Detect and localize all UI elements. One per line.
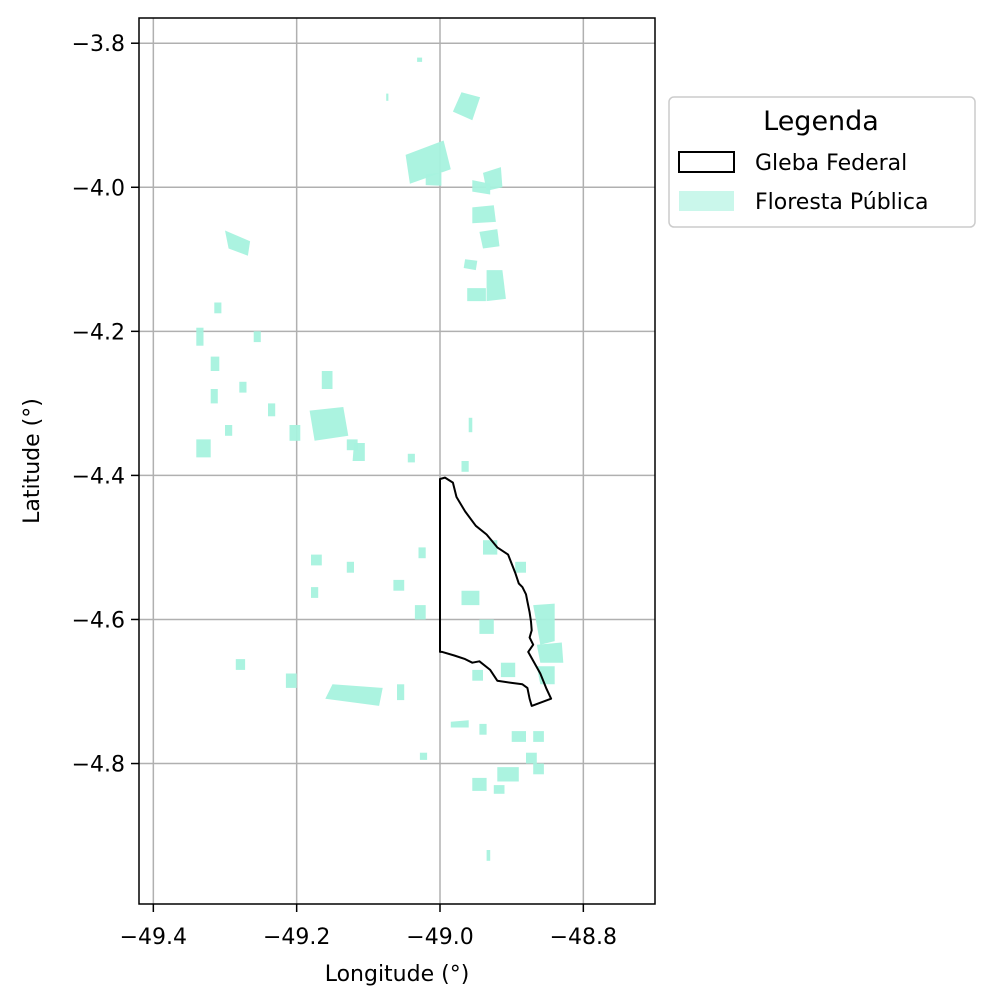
floresta-publica-polygon (417, 57, 423, 62)
floresta-publica-polygon (463, 259, 478, 271)
floresta-publica-polygon (418, 547, 426, 559)
floresta-publica-polygon (419, 752, 428, 760)
floresta-publica-polygon (289, 425, 301, 441)
floresta-publica-polygon (497, 767, 519, 782)
y-axis-title: Latitude (°) (20, 398, 45, 524)
x-tick-label: −49.4 (120, 925, 187, 950)
floresta-publica-polygon (468, 417, 473, 433)
floresta-publica-polygon (533, 763, 544, 775)
legend-label-gleba-federal: Gleba Federal (755, 151, 907, 176)
floresta-publica-polygon (414, 605, 426, 620)
floresta-publica-polygon (225, 230, 251, 256)
floresta-publica-layer (196, 57, 564, 861)
floresta-publica-polygon (500, 662, 516, 678)
floresta-publica-polygon (526, 752, 537, 764)
floresta-publica-polygon (386, 93, 389, 101)
floresta-publica-polygon (450, 720, 469, 728)
legend-swatch-gleba-federal (678, 151, 735, 173)
floresta-publica-polygon (210, 356, 220, 371)
y-tick-label: −4.2 (72, 320, 125, 345)
floresta-publica-polygon (311, 587, 319, 598)
legend-box (668, 96, 976, 228)
floresta-publica-polygon (486, 850, 491, 861)
floresta-publica-polygon (325, 684, 383, 706)
floresta-publica-polygon (479, 229, 500, 249)
floresta-publica-polygon (533, 603, 555, 645)
floresta-publica-polygon (321, 371, 333, 389)
floresta-publica-polygon (196, 327, 204, 346)
floresta-publica-polygon (461, 461, 469, 472)
floresta-publica-polygon (486, 270, 506, 302)
floresta-publica-polygon (533, 731, 544, 742)
axes-frame (138, 17, 656, 905)
floresta-publica-polygon (472, 180, 491, 195)
y-tick-label: −4.0 (72, 176, 125, 201)
legend-title: Legenda (763, 106, 879, 137)
floresta-publica-polygon (405, 140, 451, 184)
floresta-publica-polygon (311, 554, 322, 566)
floresta-publica-polygon (461, 590, 480, 606)
floresta-publica-polygon (493, 785, 505, 794)
floresta-publica-polygon (225, 425, 233, 436)
floresta-publica-polygon (285, 673, 297, 688)
floresta-publica-polygon (393, 579, 405, 591)
floresta-publica-polygon (472, 205, 496, 224)
floresta-publica-polygon (253, 331, 261, 343)
grid-lines (139, 18, 655, 904)
gleba-federal-polygon (439, 476, 553, 707)
x-axis-title: Longitude (°) (325, 962, 470, 987)
gleba-federal-layer (439, 476, 553, 707)
x-tick-label: −48.8 (550, 925, 617, 950)
floresta-publica-polygon (536, 666, 555, 685)
floresta-publica-polygon (467, 288, 486, 302)
floresta-publica-polygon (425, 172, 442, 186)
floresta-publica-polygon (346, 439, 358, 451)
floresta-publica-polygon (210, 389, 218, 404)
legend-swatch-floresta-publica (679, 191, 734, 211)
x-tick-label: −49.2 (263, 925, 330, 950)
floresta-publica-polygon (472, 777, 487, 791)
floresta-publica-polygon (479, 723, 487, 735)
axis-ticks: −49.4 −49.2 −49.0 −48.8 −3.8 −4.0 −4.2 −4.4 −4.6… (72, 32, 617, 950)
legend-label-floresta-publica: Floresta Pública (755, 190, 928, 215)
floresta-publica-polygon (397, 684, 405, 701)
floresta-publica-polygon (239, 381, 247, 393)
floresta-publica-polygon (309, 407, 349, 441)
y-tick-label: −3.8 (72, 32, 125, 57)
floresta-publica-polygon (268, 403, 276, 417)
floresta-publica-polygon (479, 619, 494, 634)
floresta-publica-polygon (536, 642, 564, 663)
floresta-publica-polygon (214, 302, 222, 314)
floresta-publica-polygon (515, 561, 526, 573)
y-tick-label: −4.8 (72, 753, 125, 778)
floresta-publica-polygon (452, 92, 481, 121)
legend: Legenda Gleba Federal Floresta Pública (668, 96, 976, 228)
floresta-publica-polygon (472, 669, 483, 681)
y-tick-label: −4.6 (72, 608, 125, 633)
floresta-publica-polygon (235, 659, 246, 670)
floresta-publica-polygon (407, 453, 415, 463)
floresta-publica-polygon (511, 731, 526, 742)
floresta-publica-polygon (346, 561, 354, 573)
floresta-publica-polygon (196, 439, 211, 458)
x-tick-label: −49.0 (406, 925, 473, 950)
floresta-publica-polygon (483, 540, 498, 555)
y-tick-label: −4.4 (72, 464, 125, 489)
